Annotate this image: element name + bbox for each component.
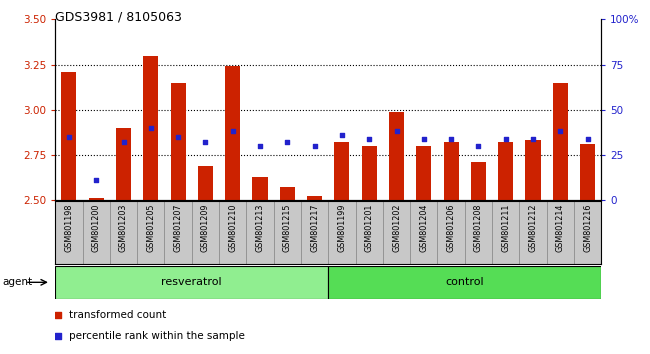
Bar xyxy=(88,198,104,200)
Point xyxy=(173,134,183,139)
Bar xyxy=(252,177,268,200)
Point xyxy=(337,132,347,138)
Text: GSM801201: GSM801201 xyxy=(365,204,374,252)
Text: GSM801199: GSM801199 xyxy=(337,204,346,252)
Bar xyxy=(328,266,601,299)
Bar xyxy=(225,67,240,200)
Text: control: control xyxy=(445,277,484,287)
Point xyxy=(200,139,211,145)
Text: GSM801198: GSM801198 xyxy=(64,204,73,252)
Bar xyxy=(471,162,486,200)
Point xyxy=(146,125,156,131)
Point xyxy=(446,136,456,142)
Point xyxy=(528,136,538,142)
Point xyxy=(227,129,238,134)
Text: GSM801202: GSM801202 xyxy=(392,204,401,252)
Text: GSM801204: GSM801204 xyxy=(419,204,428,252)
Bar xyxy=(307,196,322,200)
Point xyxy=(419,136,429,142)
Text: GSM801200: GSM801200 xyxy=(92,204,101,252)
Point xyxy=(309,143,320,149)
Text: GSM801203: GSM801203 xyxy=(119,204,128,252)
Text: resveratrol: resveratrol xyxy=(161,277,222,287)
Bar xyxy=(580,144,595,200)
Point xyxy=(391,129,402,134)
Point xyxy=(118,139,129,145)
Text: GSM801207: GSM801207 xyxy=(174,204,183,252)
Text: GSM801212: GSM801212 xyxy=(528,204,538,252)
Bar xyxy=(170,82,186,200)
Text: GSM801213: GSM801213 xyxy=(255,204,265,252)
Text: GSM801208: GSM801208 xyxy=(474,204,483,252)
Point xyxy=(282,139,293,145)
Text: agent: agent xyxy=(3,277,32,287)
Bar xyxy=(334,142,350,200)
Text: GSM801209: GSM801209 xyxy=(201,204,210,252)
Point xyxy=(500,136,511,142)
Text: GSM801216: GSM801216 xyxy=(583,204,592,252)
Bar xyxy=(443,142,459,200)
Text: GSM801206: GSM801206 xyxy=(447,204,456,252)
Point xyxy=(555,129,566,134)
Bar xyxy=(498,142,514,200)
Text: percentile rank within the sample: percentile rank within the sample xyxy=(69,331,245,341)
Point xyxy=(582,136,593,142)
Bar xyxy=(552,82,568,200)
Text: GSM801205: GSM801205 xyxy=(146,204,155,252)
Bar xyxy=(361,146,377,200)
Text: GSM801217: GSM801217 xyxy=(310,204,319,252)
Bar xyxy=(280,187,295,200)
Point xyxy=(348,226,358,232)
Point xyxy=(255,143,265,149)
Bar xyxy=(61,72,77,200)
Text: GDS3981 / 8105063: GDS3981 / 8105063 xyxy=(55,11,182,24)
Bar xyxy=(389,112,404,200)
Point xyxy=(473,143,484,149)
Text: GSM801215: GSM801215 xyxy=(283,204,292,252)
Bar xyxy=(143,56,159,200)
Point xyxy=(364,136,374,142)
Text: GSM801211: GSM801211 xyxy=(501,204,510,252)
Bar xyxy=(416,146,432,200)
Point xyxy=(348,33,358,39)
Bar xyxy=(525,141,541,200)
Text: GSM801210: GSM801210 xyxy=(228,204,237,252)
Text: GSM801214: GSM801214 xyxy=(556,204,565,252)
Bar xyxy=(198,166,213,200)
Point xyxy=(91,177,101,183)
Bar xyxy=(55,266,328,299)
Point xyxy=(64,134,74,139)
Bar xyxy=(116,128,131,200)
Text: transformed count: transformed count xyxy=(69,310,166,320)
